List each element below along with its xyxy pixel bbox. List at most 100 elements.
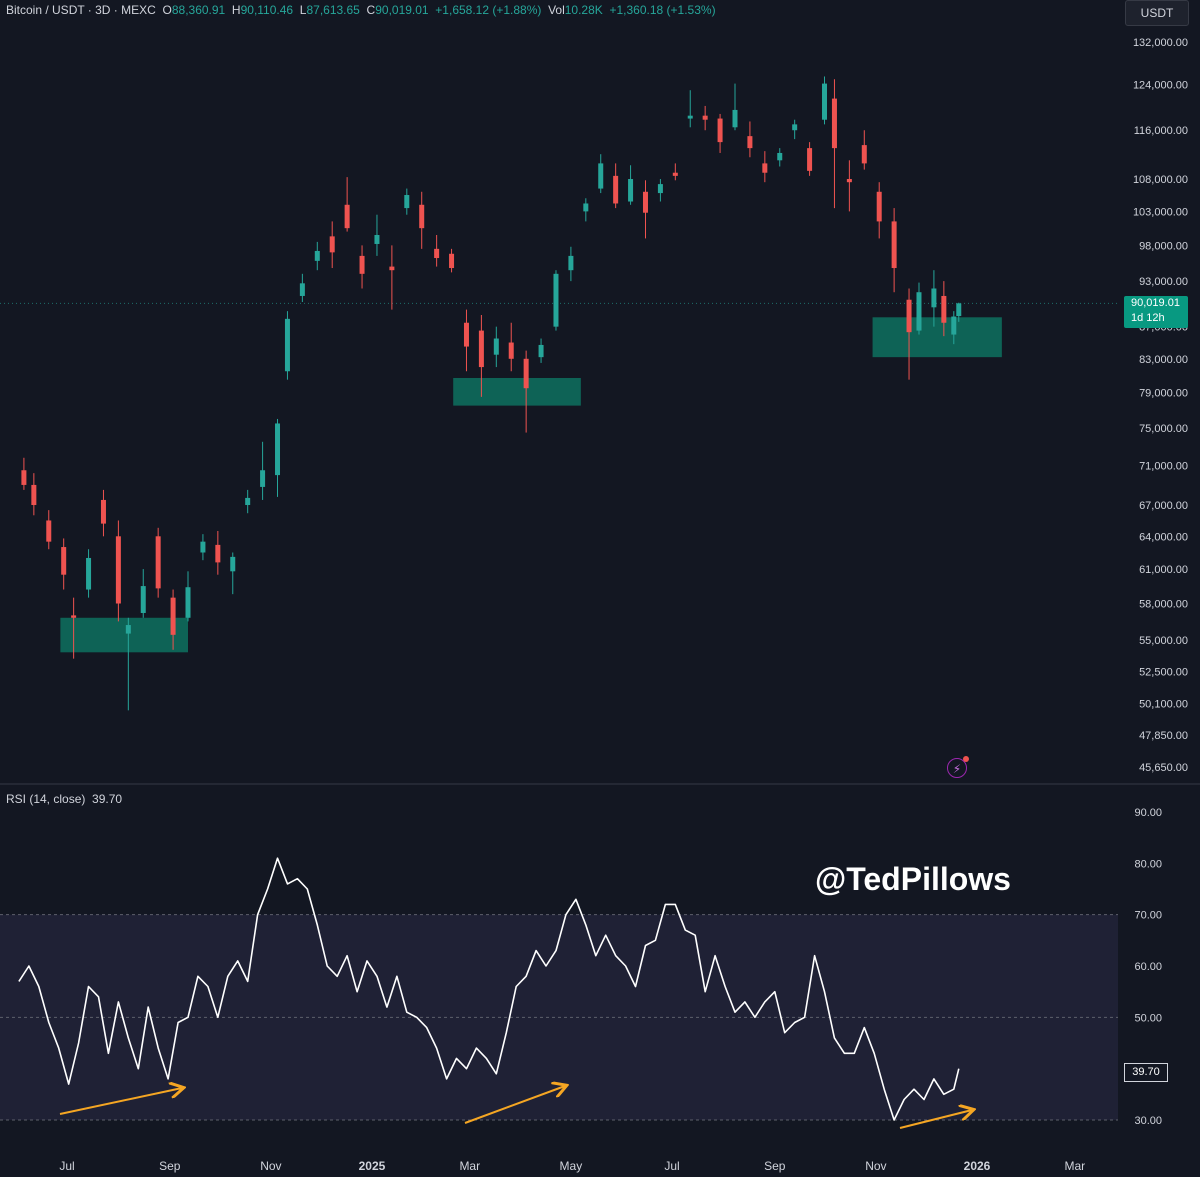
candle [717,113,723,153]
candle-body [906,299,912,333]
candle [846,160,852,212]
candle [434,234,440,267]
rsi-tick-label: 60.00 [1134,961,1162,973]
candle-body [71,615,77,618]
candle [115,520,121,622]
candle-body [434,248,440,259]
candle-body [493,338,499,355]
candle [906,288,912,380]
rsi-tick-label: 50.00 [1134,1012,1162,1024]
volume-label: Vol [548,3,565,17]
price-tick-label: 83,000.00 [1139,354,1188,366]
currency-button[interactable]: USDT [1125,0,1189,26]
candle [245,489,251,514]
rsi-header-value: 39.70 [92,792,123,806]
candle-body [275,423,281,476]
candle-body [613,175,619,204]
time-tick-label: 2026 [964,1159,991,1173]
candle-body [155,536,161,589]
candle-body [807,148,813,171]
candle [31,473,37,516]
symbol-name[interactable]: Bitcoin / USDT · 3D · MEXC [6,3,156,17]
time-tick-label: Mar [459,1159,480,1173]
candle [642,180,648,239]
candle [61,538,67,590]
close-label: C [366,3,376,17]
candle [185,571,191,622]
candle-body [523,358,529,389]
candle-body [140,586,146,613]
time-tick-label: May [560,1159,583,1173]
time-tick-label: Sep [159,1159,181,1173]
candle [284,311,290,380]
candle [822,76,828,125]
rsi-tick-label: 80.00 [1134,858,1162,870]
candle-body [762,163,768,173]
rsi-header[interactable]: RSI (14, close) 39.70 [6,792,122,806]
candle [807,142,813,176]
candle-body [916,292,922,331]
candle-body [553,273,559,327]
price-tick-label: 61,000.00 [1139,564,1188,576]
watermark: @TedPillows [815,861,1011,897]
price-tick-label: 71,000.00 [1139,460,1188,472]
price-tick-label: 47,850.00 [1139,730,1188,742]
candle-body [822,83,828,120]
candle-body [284,318,290,372]
candle-body [642,191,648,213]
price-tick-label: 75,000.00 [1139,423,1188,435]
divergence-arrow [464,1086,565,1124]
candle-body [508,342,514,359]
price-tick-label: 45,650.00 [1139,762,1188,774]
candle-body [215,544,221,563]
candle [493,326,499,368]
candle-body [46,520,52,542]
candle [314,241,320,271]
divergence-arrow [899,1110,972,1129]
candle [916,282,922,335]
price-tick-label: 93,000.00 [1139,276,1188,288]
price-tick-label: 132,000.00 [1133,37,1188,49]
candle-body [598,163,604,189]
price-tick-label: 58,000.00 [1139,599,1188,611]
candle-body [449,253,455,269]
bar-countdown: 1d 12h [1131,312,1165,324]
candle [598,154,604,194]
candle-body [831,98,837,149]
candle [732,83,738,131]
candle-body [374,234,380,244]
candle [21,457,27,490]
candle-body [359,255,365,274]
price-tick-label: 52,500.00 [1139,667,1188,679]
price-tick-label: 50,100.00 [1139,698,1188,710]
candle [508,322,514,372]
low-value: 87,613.65 [306,3,360,17]
candle [657,179,663,202]
candle [628,165,634,205]
candle-body [657,184,663,194]
candle-body [777,152,783,161]
flash-icon[interactable]: ⚡ [947,756,969,778]
volume-value: 10.28K [564,3,603,17]
open-label: O [162,3,172,17]
price-tick-label: 55,000.00 [1139,635,1188,647]
candle [299,273,305,302]
candle-body [538,344,544,358]
candle [762,151,768,183]
candle [553,270,559,331]
candle-body [329,236,335,253]
candle-body [299,283,305,296]
candle-body [463,322,469,347]
candle [155,527,161,598]
candle [792,119,798,140]
candle [687,90,693,128]
candle-body [314,250,320,261]
candle [449,248,455,273]
candle-body [86,557,92,590]
time-tick-label: Jul [664,1159,679,1173]
candle [463,309,469,372]
candle [747,121,753,158]
candle-body [931,288,937,308]
candle [46,510,52,550]
